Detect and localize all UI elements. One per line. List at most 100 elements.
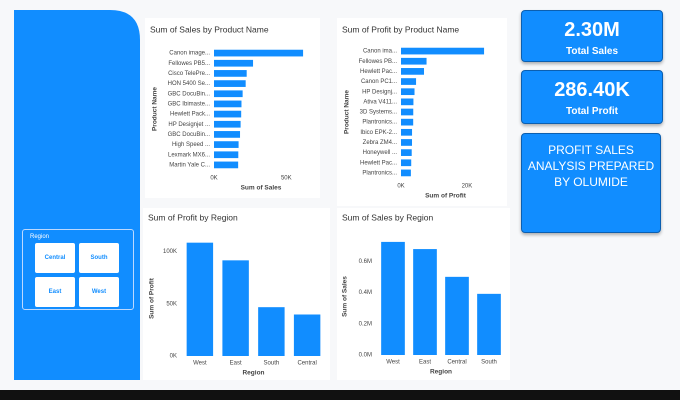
y-tick-label: HON 5400 Se...	[168, 81, 211, 87]
y-tick-label: 3D Systems...	[360, 110, 398, 116]
bar	[401, 88, 415, 96]
y-tick-label: 0.6M	[359, 259, 372, 265]
bar	[401, 98, 414, 106]
y-tick-label: 0.4M	[359, 290, 372, 296]
y-tick-label: High Speed ...	[172, 142, 210, 148]
chart-title: Sum of Sales by Region	[342, 212, 433, 222]
bar	[222, 260, 249, 356]
y-tick-label: GBC Ibimaste...	[168, 101, 211, 107]
kpi-value: 2.30M	[564, 19, 620, 41]
x-tick-label: Central	[447, 360, 466, 366]
slicer-item[interactable]: South	[79, 243, 119, 273]
x-tick-label: South	[481, 360, 497, 366]
kpi-value: 286.40K	[554, 79, 630, 101]
bar	[214, 80, 246, 87]
bar	[401, 47, 485, 55]
y-tick-label: Hewlett Pac...	[360, 160, 397, 166]
bar	[445, 276, 469, 355]
bar	[401, 68, 425, 75]
y-tick-label: Hewlett Pac...	[360, 69, 397, 75]
y-tick-label: Cisco TelePre...	[168, 71, 210, 77]
bar	[258, 307, 285, 356]
bottom-bar	[0, 390, 680, 400]
y-axis-title: Product Name	[344, 90, 351, 134]
y-tick-label: HP Designjet ...	[168, 122, 210, 128]
slicer-item[interactable]: West	[79, 277, 119, 307]
bar	[214, 161, 239, 169]
slicer-title: Region	[30, 234, 50, 240]
bar	[214, 151, 239, 159]
y-tick-label: Ativa V411...	[363, 99, 397, 105]
y-tick-label: Ibico EPK-2...	[360, 130, 397, 136]
y-tick-label: Martin Yale C...	[169, 162, 210, 168]
region-slicer: Region Central South East West	[22, 229, 134, 310]
slicer-item[interactable]: East	[35, 277, 75, 307]
bar	[214, 90, 243, 98]
bar	[401, 118, 414, 126]
bar	[401, 128, 413, 136]
y-tick-label: 0K	[170, 354, 177, 360]
bar	[214, 70, 247, 77]
bar	[401, 139, 413, 146]
bar	[381, 241, 405, 355]
x-axis-title: Region	[430, 369, 452, 376]
y-tick-label: Hewlett Pack...	[170, 112, 210, 118]
chart-panel	[145, 18, 320, 198]
bar	[214, 131, 241, 138]
y-axis-title: Product Name	[152, 87, 159, 131]
bar	[413, 249, 437, 355]
y-tick-label: Plantronics...	[362, 120, 397, 126]
x-axis-title: Region	[242, 370, 264, 377]
y-tick-label: Plantronics...	[362, 171, 397, 177]
x-tick-label: East	[419, 360, 431, 366]
chart-title: Sum of Profit by Region	[148, 212, 238, 222]
bar	[401, 108, 414, 116]
x-tick-label: West	[193, 361, 207, 367]
slicer-items: Central South East West	[35, 243, 120, 307]
y-tick-label: 0.0M	[359, 353, 372, 359]
bar	[186, 242, 214, 356]
y-tick-label: 0.2M	[359, 321, 372, 327]
kpi-label: Total Sales	[565, 46, 619, 57]
bar	[214, 100, 242, 108]
chart-title: Sum of Profit by Product Name	[342, 24, 459, 34]
bar	[214, 59, 254, 67]
bar	[214, 110, 242, 118]
note-card: PROFIT SALES ANALYSIS PREPARED BY OLUMID…	[521, 133, 661, 233]
bar	[293, 314, 321, 356]
x-tick-label: 0K	[397, 184, 404, 190]
y-tick-label: Canon image...	[169, 51, 210, 57]
y-tick-label: Fellowes PB...	[359, 59, 398, 65]
y-tick-label: HP Designj...	[362, 89, 397, 95]
y-axis-title: Sum of Sales	[342, 276, 349, 317]
kpi-card: 286.40K Total Profit	[521, 70, 663, 124]
y-tick-label: Honeywell ...	[363, 150, 398, 156]
bar	[477, 293, 501, 355]
slicer-item[interactable]: Central	[35, 243, 75, 273]
kpi-label: Total Profit	[565, 106, 619, 117]
x-tick-label: West	[386, 360, 400, 366]
y-tick-label: 100K	[163, 249, 177, 255]
bar	[401, 57, 427, 65]
x-axis-title: Sum of Profit	[425, 193, 467, 200]
y-tick-label: 50K	[166, 301, 177, 307]
bar	[214, 141, 239, 148]
x-tick-label: Central	[297, 361, 316, 367]
kpi-card: 2.30M Total Sales	[521, 10, 663, 62]
y-axis-title: Sum of Profit	[149, 277, 156, 319]
x-axis-title: Sum of Sales	[241, 185, 282, 192]
x-tick-label: 50K	[281, 176, 292, 182]
y-tick-label: Lexmark MX6...	[168, 152, 210, 158]
bar	[214, 120, 241, 128]
y-tick-label: GBC DocuBin...	[168, 132, 211, 138]
bar	[214, 49, 304, 57]
x-tick-label: 0K	[210, 176, 217, 182]
x-tick-label: 20K	[462, 184, 473, 190]
side-panel	[14, 10, 140, 380]
x-tick-label: East	[230, 361, 242, 367]
y-tick-label: Zebra ZM4...	[363, 140, 398, 146]
bar	[401, 149, 412, 156]
x-tick-label: South	[264, 361, 280, 367]
bar	[401, 159, 412, 167]
